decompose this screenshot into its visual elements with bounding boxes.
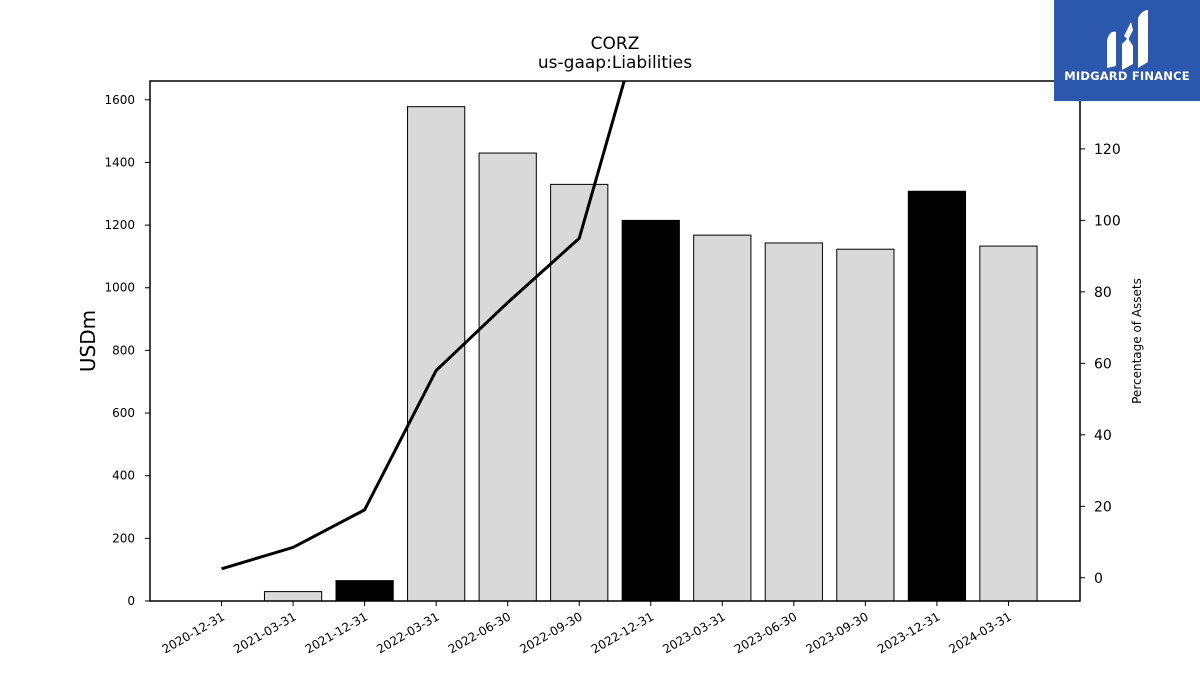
y2-axis-label: Percentage of Assets: [1130, 278, 1144, 404]
chart-subtitle: us-gaap:Liabilities: [538, 53, 692, 73]
bar: [478, 152, 537, 602]
x-tick-label: 2023-06-30: [732, 609, 799, 656]
y-tick-label: 200: [112, 531, 135, 545]
y-tick-label: 1400: [104, 155, 135, 169]
y2-tick-label: 60: [1094, 356, 1112, 372]
y-tick-label: 1600: [104, 93, 135, 107]
x-tick-label: 2024-03-31: [947, 609, 1014, 656]
brand-name: MIDGARD FINANCE: [1064, 69, 1190, 83]
bar: [621, 219, 680, 602]
bar: [836, 248, 895, 602]
x-tick-label: 2022-09-30: [517, 609, 584, 656]
brand-logo: MIDGARD FINANCE: [1054, 0, 1200, 101]
y-tick-label: 800: [112, 343, 135, 357]
y2-tick-label: 20: [1094, 499, 1112, 515]
y-tick-label: 0: [127, 594, 135, 608]
y2-tick-label: 80: [1094, 285, 1112, 301]
bar: [335, 580, 394, 602]
x-tick-label: 2023-12-31: [875, 609, 942, 656]
y2-tick-label: 40: [1094, 428, 1112, 444]
y2-tick-label: 0: [1094, 571, 1103, 587]
y-tick-label: 400: [112, 469, 135, 483]
x-tick-label: 2023-03-31: [660, 609, 727, 656]
series-line: [221, 81, 626, 571]
bar: [907, 190, 967, 602]
x-tick-label: 2023-09-30: [803, 609, 870, 656]
bar: [764, 242, 823, 602]
y-tick-label: 1200: [104, 218, 135, 232]
bar: [979, 245, 1038, 602]
y-axis-label: USDm: [76, 310, 100, 372]
plot-frame: [149, 80, 1081, 602]
y-tick-label: 600: [112, 406, 135, 420]
y2-tick-label: 100: [1094, 213, 1121, 229]
bar: [407, 106, 466, 602]
x-tick-label: 2022-06-30: [446, 609, 513, 656]
logo-mark-icon: [1107, 10, 1148, 70]
x-tick-label: 2022-03-31: [374, 609, 441, 656]
x-tick-label: 2022-12-31: [589, 609, 656, 656]
bar: [550, 183, 609, 602]
bar: [693, 234, 752, 602]
x-tick-label: 2021-03-31: [231, 609, 298, 656]
x-tick-label: 2020-12-31: [160, 609, 227, 656]
chart-title: CORZ: [591, 34, 640, 54]
plot-area: 0 200 400 600 800 1000 1200 1400 1600 0 20 40 60 80 10…: [104, 80, 1121, 656]
x-tick-label: 2021-12-31: [303, 609, 370, 656]
y2-tick-label: 120: [1094, 142, 1121, 158]
bar: [263, 591, 323, 602]
y-tick-label: 1000: [104, 281, 135, 295]
